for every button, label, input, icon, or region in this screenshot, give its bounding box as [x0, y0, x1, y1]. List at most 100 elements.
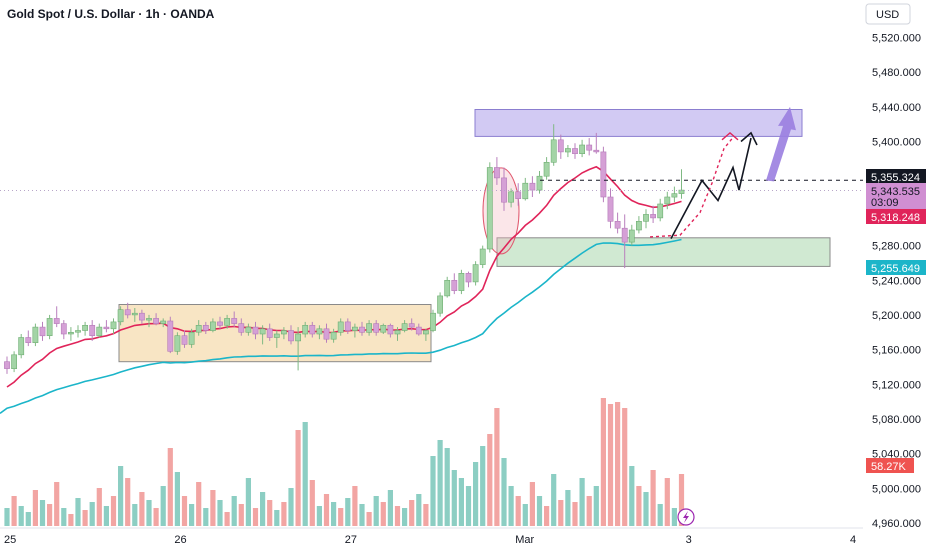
- volume-bar: [671, 508, 677, 526]
- price-tick-label: 5,400.000: [872, 137, 921, 149]
- volume-bar: [579, 478, 585, 526]
- candle-body: [323, 328, 330, 340]
- candle: [181, 330, 188, 348]
- volume-bar: [508, 486, 514, 526]
- time-tick-label: 4: [850, 534, 856, 546]
- candle-body: [89, 324, 96, 336]
- candle: [288, 325, 294, 345]
- supply-zone: [474, 109, 803, 137]
- candle: [337, 318, 344, 336]
- candle-body: [288, 330, 294, 342]
- volume-bar: [345, 498, 351, 526]
- candle: [25, 330, 32, 347]
- price-ticks: 5,520.0005,480.0005,440.0005,400.0005,36…: [872, 33, 921, 531]
- volume-bar: [110, 496, 117, 526]
- candle: [579, 139, 585, 158]
- candle: [96, 323, 103, 338]
- candle: [451, 273, 458, 295]
- candle-body: [657, 203, 664, 219]
- ema-slow-value: 5,255.649: [871, 263, 920, 275]
- candle-body: [472, 264, 479, 283]
- candle: [572, 143, 578, 159]
- volume-bar: [181, 496, 188, 526]
- candle-body: [550, 139, 557, 163]
- candle: [224, 314, 230, 329]
- candle-body: [479, 248, 486, 265]
- lightning-button[interactable]: [677, 508, 695, 526]
- candle: [607, 188, 614, 229]
- candle-body: [586, 144, 593, 151]
- volume-bar: [380, 502, 386, 526]
- candle-body: [600, 151, 607, 198]
- volume-bar: [203, 508, 209, 526]
- currency-button[interactable]: USD: [876, 9, 899, 21]
- candle-body: [422, 330, 429, 335]
- volume-bar: [487, 434, 493, 526]
- candle-body: [415, 326, 422, 335]
- candle-body: [614, 221, 621, 229]
- candle: [188, 328, 195, 348]
- candle-body: [39, 326, 46, 337]
- volume-bar: [96, 488, 102, 526]
- volume-bar: [416, 494, 422, 526]
- volume-bar: [423, 504, 429, 526]
- candle: [210, 318, 216, 333]
- candles-layer: [4, 124, 685, 374]
- candle: [195, 320, 202, 336]
- volume-bar: [295, 430, 301, 526]
- candle-body: [124, 309, 131, 316]
- countdown-time: 03:09: [871, 197, 899, 209]
- volume-bar: [664, 478, 670, 526]
- candle-body: [25, 337, 32, 343]
- price-tick-label: 5,160.000: [872, 345, 921, 357]
- volume-bar: [238, 504, 244, 526]
- time-ticks: 25 26 27 Mar 3 4: [4, 534, 856, 546]
- candle: [238, 318, 245, 336]
- candle-body: [593, 149, 600, 153]
- candle-body: [486, 167, 493, 250]
- volume-bar: [444, 448, 450, 526]
- price-tick-label: 4,960.000: [872, 518, 921, 530]
- candle: [373, 320, 380, 336]
- time-tick-label: 25: [4, 534, 16, 546]
- volume-bar: [302, 422, 308, 526]
- candle-body: [344, 321, 351, 331]
- candle-body: [32, 326, 39, 344]
- projection-arrowhead: [740, 131, 758, 146]
- volume-bar: [267, 500, 273, 526]
- candle-body: [11, 354, 17, 369]
- candle-body: [579, 144, 585, 154]
- candle: [316, 325, 323, 340]
- candle-body: [18, 337, 25, 356]
- candle-body: [643, 214, 649, 222]
- candle: [146, 314, 152, 328]
- volume-bar: [32, 490, 38, 526]
- candle-body: [302, 324, 309, 335]
- volume-bar: [458, 478, 464, 526]
- volume-bar: [387, 490, 393, 526]
- candle: [600, 146, 607, 203]
- candle: [522, 177, 529, 201]
- price-tick-label: 5,280.000: [872, 241, 921, 253]
- volume-bar: [309, 480, 315, 526]
- time-axis[interactable]: 25 26 27 Mar 3 4: [0, 527, 863, 546]
- volume-bar: [281, 502, 287, 526]
- candle-body: [295, 333, 301, 342]
- volume-bar: [316, 506, 322, 526]
- volume-bar: [402, 508, 408, 526]
- candle-body: [139, 312, 145, 321]
- price-tick-label: 5,000.000: [872, 483, 921, 495]
- candle: [359, 321, 365, 336]
- candle-body: [557, 139, 564, 153]
- candle: [231, 311, 238, 328]
- candle-body: [210, 321, 216, 331]
- candle-body: [160, 320, 167, 324]
- candle: [664, 191, 671, 210]
- time-tick-label: 26: [174, 534, 186, 546]
- volume-bar: [437, 440, 443, 526]
- currency-button-frame[interactable]: [865, 3, 911, 25]
- volume-bar: [196, 482, 202, 526]
- volume-bar: [4, 508, 10, 526]
